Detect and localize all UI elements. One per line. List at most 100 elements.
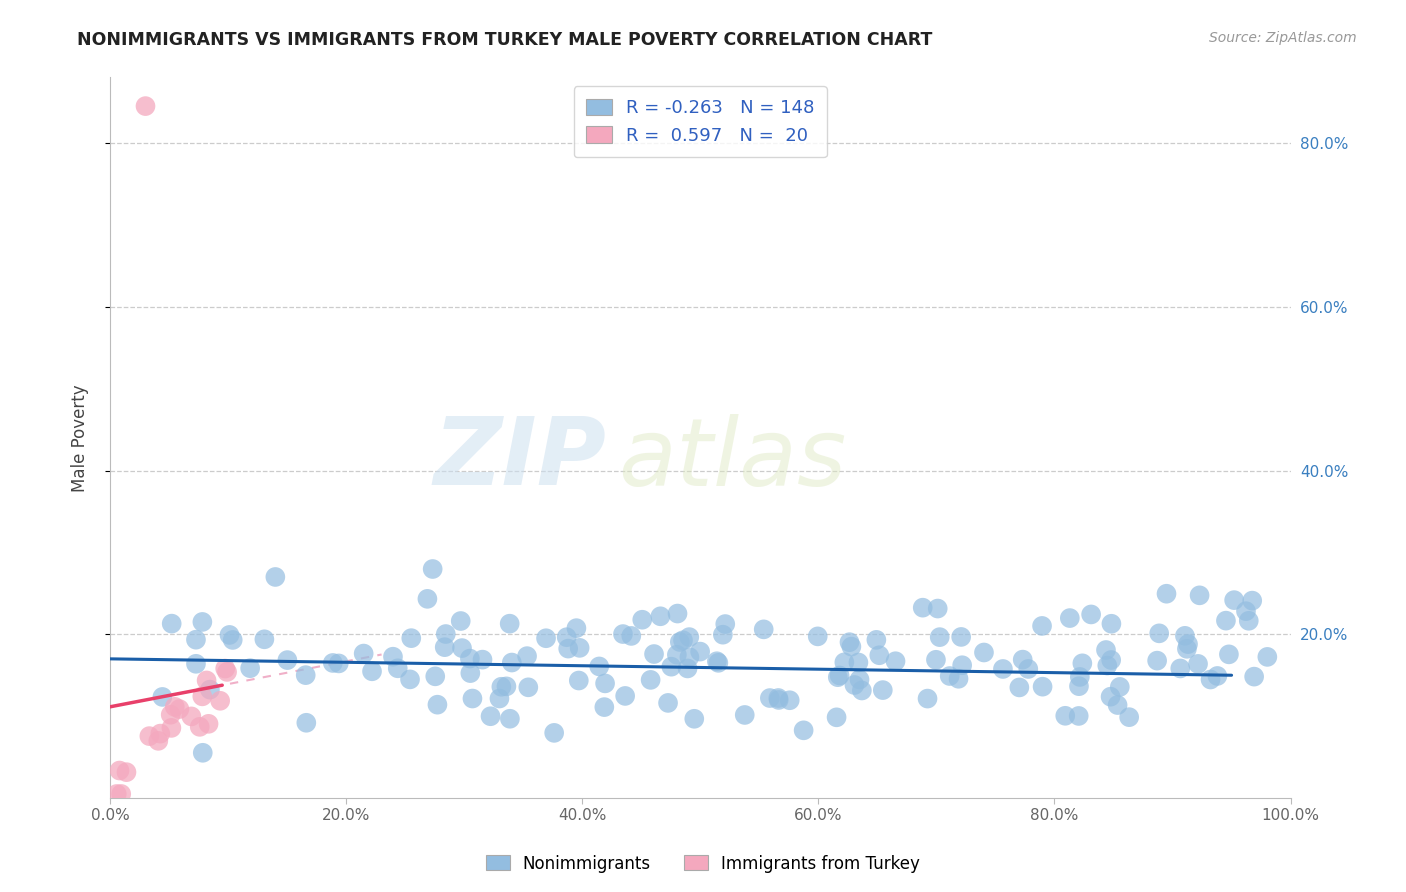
Point — [295, 715, 318, 730]
Point — [834, 656, 856, 670]
Point — [450, 614, 472, 628]
Point — [1199, 673, 1222, 687]
Point — [838, 635, 860, 649]
Point — [110, 787, 132, 801]
Point — [1107, 698, 1129, 712]
Point — [188, 720, 211, 734]
Point — [416, 591, 439, 606]
Point — [593, 676, 616, 690]
Text: Source: ZipAtlas.com: Source: ZipAtlas.com — [1209, 31, 1357, 45]
Point — [759, 691, 782, 706]
Point — [458, 651, 481, 665]
Point — [991, 662, 1014, 676]
Point — [865, 632, 887, 647]
Legend: R = -0.263   N = 148, R =  0.597   N =  20: R = -0.263 N = 148, R = 0.597 N = 20 — [574, 87, 827, 157]
Point — [434, 627, 457, 641]
Point — [973, 645, 995, 659]
Point — [148, 734, 170, 748]
Point — [1099, 653, 1122, 667]
Point — [1011, 652, 1033, 666]
Point — [565, 621, 588, 635]
Point — [149, 726, 172, 740]
Point — [197, 716, 219, 731]
Point — [928, 630, 950, 644]
Point — [678, 630, 700, 644]
Point — [184, 657, 207, 671]
Point — [1032, 680, 1054, 694]
Point — [1174, 629, 1197, 643]
Point — [163, 699, 186, 714]
Point — [683, 712, 706, 726]
Point — [841, 640, 863, 654]
Point — [401, 631, 423, 645]
Point — [426, 698, 449, 712]
Point — [938, 669, 960, 683]
Point — [1187, 657, 1209, 671]
Point — [1017, 662, 1039, 676]
Point — [138, 729, 160, 743]
Point — [650, 609, 672, 624]
Point — [948, 672, 970, 686]
Point — [218, 628, 240, 642]
Point — [328, 657, 350, 671]
Point — [950, 658, 973, 673]
Point — [612, 627, 634, 641]
Point — [152, 690, 174, 704]
Point — [264, 570, 287, 584]
Point — [734, 708, 756, 723]
Point — [471, 652, 494, 666]
Point — [461, 691, 484, 706]
Point — [827, 670, 849, 684]
Point — [851, 683, 873, 698]
Point — [1175, 641, 1198, 656]
Point — [911, 600, 934, 615]
Point — [1008, 681, 1031, 695]
Point — [1188, 588, 1211, 602]
Point — [499, 712, 522, 726]
Point — [828, 668, 851, 682]
Point — [516, 649, 538, 664]
Point — [825, 710, 848, 724]
Point — [676, 661, 699, 675]
Point — [672, 633, 695, 648]
Point — [950, 630, 973, 644]
Point — [768, 693, 790, 707]
Point — [239, 661, 262, 675]
Point — [884, 654, 907, 668]
Point — [115, 765, 138, 780]
Point — [643, 647, 665, 661]
Point — [1067, 709, 1090, 723]
Point — [422, 562, 444, 576]
Point — [198, 682, 221, 697]
Point — [361, 665, 384, 679]
Point — [543, 726, 565, 740]
Point — [1118, 710, 1140, 724]
Point — [488, 691, 510, 706]
Point — [568, 673, 591, 688]
Point — [425, 669, 447, 683]
Point — [399, 673, 422, 687]
Point — [917, 691, 939, 706]
Point — [1147, 626, 1170, 640]
Point — [195, 673, 218, 688]
Point — [495, 679, 517, 693]
Point — [209, 694, 232, 708]
Point — [711, 628, 734, 642]
Point — [1069, 670, 1091, 684]
Point — [752, 623, 775, 637]
Point — [1146, 654, 1168, 668]
Point — [868, 648, 890, 663]
Y-axis label: Male Poverty: Male Poverty — [72, 384, 89, 491]
Point — [1206, 669, 1229, 683]
Point — [517, 681, 540, 695]
Point — [1256, 649, 1278, 664]
Point — [1054, 708, 1077, 723]
Point — [1067, 679, 1090, 693]
Point — [253, 632, 276, 647]
Point — [665, 648, 688, 662]
Point — [768, 691, 790, 706]
Point — [191, 690, 214, 704]
Point — [568, 640, 591, 655]
Point — [1215, 614, 1237, 628]
Point — [159, 707, 181, 722]
